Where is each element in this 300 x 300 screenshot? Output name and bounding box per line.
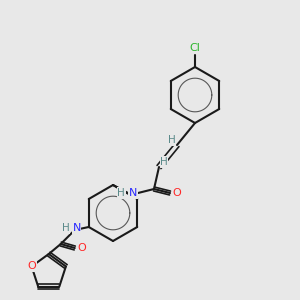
Text: Cl: Cl: [190, 43, 200, 53]
Text: O: O: [77, 243, 86, 253]
Text: H: H: [168, 135, 176, 145]
Text: H: H: [160, 157, 168, 167]
Text: O: O: [172, 188, 182, 198]
Text: H: H: [62, 223, 70, 233]
Text: H: H: [117, 188, 125, 198]
Text: N: N: [129, 188, 137, 198]
Text: O: O: [27, 261, 36, 272]
Text: N: N: [73, 223, 81, 233]
